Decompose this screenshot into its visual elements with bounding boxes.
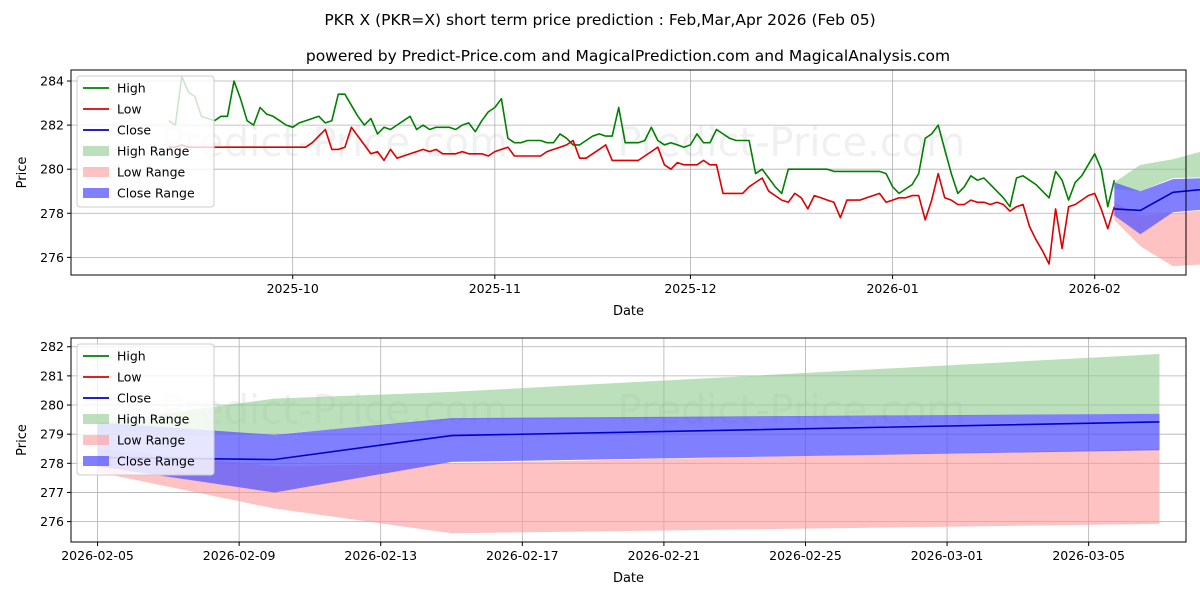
bottom-x-axis-label: Date xyxy=(613,571,644,586)
top-legend-high-label: High xyxy=(117,81,146,96)
bottom-legend-close-label: Close xyxy=(117,391,151,406)
top-x-tick-label: 2025-10 xyxy=(267,281,319,296)
top-plot-frame xyxy=(70,69,1187,276)
bottom-x-tick-label: 2026-03-01 xyxy=(911,548,984,563)
bottom-y-tick-label: 281 xyxy=(40,368,64,383)
top-y-tick-label: 282 xyxy=(40,118,64,133)
chart-subtitle: powered by Predict-Price.com and Magical… xyxy=(306,47,950,65)
bottom-legend-low-label: Low xyxy=(117,370,142,385)
top-y-axis-label: Price xyxy=(15,157,30,189)
top-x-tick-label: 2026-02 xyxy=(1069,281,1121,296)
top-legend-close-range-swatch xyxy=(83,188,109,198)
bottom-x-tick-label: 2026-03-05 xyxy=(1052,548,1125,563)
bottom-y-axis-label: Price xyxy=(15,424,30,456)
bottom-x-tick-label: 2026-02-25 xyxy=(769,548,842,563)
bottom-legend-low-range-label: Low Range xyxy=(117,433,186,448)
top-y-tick-label: 278 xyxy=(40,206,64,221)
top-watermark: Predict-Price.com xyxy=(617,120,965,166)
bottom-plot-frame xyxy=(70,337,1187,543)
top-high-line xyxy=(168,75,1116,208)
bottom-legend-high-range-swatch xyxy=(83,414,109,424)
top-legend-low-range-swatch xyxy=(83,167,109,177)
bottom-y-tick-label: 280 xyxy=(40,398,64,413)
top-y-tick-label: 280 xyxy=(40,162,64,177)
top-close-line xyxy=(1114,188,1200,212)
bottom-y-tick-label: 282 xyxy=(40,339,64,354)
top-low-line xyxy=(168,126,1116,265)
bottom-y-tick-label: 279 xyxy=(40,427,64,442)
top-legend-close-label: Close xyxy=(117,123,151,138)
chart-title: PKR X (PKR=X) short term price predictio… xyxy=(324,11,875,29)
top-legend-low-range-label: Low Range xyxy=(117,165,186,180)
bottom-close-range-band xyxy=(97,413,1160,493)
top-x-tick-label: 2025-12 xyxy=(664,281,716,296)
bottom-legend-close-range-swatch xyxy=(83,456,109,466)
bottom-y-tick-label: 277 xyxy=(40,485,64,500)
top-panel: Predict-Price.com Predict-Price.com2025-1… xyxy=(15,69,1200,319)
bottom-y-tick-label: 276 xyxy=(40,514,64,529)
bottom-legend-high-range-label: High Range xyxy=(117,412,190,427)
bottom-x-tick-label: 2026-02-05 xyxy=(61,548,134,563)
bottom-panel: Predict-Price.comPredict-Price.com2026-0… xyxy=(15,337,1187,586)
bottom-y-tick-label: 278 xyxy=(40,456,64,471)
top-legend-low-label: Low xyxy=(117,102,142,117)
bottom-x-tick-label: 2026-02-21 xyxy=(628,548,701,563)
bottom-legend-high-label: High xyxy=(117,349,146,364)
bottom-high-range-band xyxy=(97,354,1160,435)
bottom-legend-low-range-swatch xyxy=(83,435,109,445)
top-y-tick-label: 276 xyxy=(40,250,64,265)
bottom-legend-close-range-label: Close Range xyxy=(117,454,195,469)
bottom-x-tick-label: 2026-02-13 xyxy=(344,548,417,563)
top-high-range-band xyxy=(1114,151,1200,192)
top-x-axis-label: Date xyxy=(613,304,644,319)
top-x-tick-label: 2026-01 xyxy=(866,281,918,296)
bottom-legend-box xyxy=(76,343,215,476)
bottom-x-tick-label: 2026-02-17 xyxy=(486,548,559,563)
top-legend-high-range-label: High Range xyxy=(117,144,190,159)
top-legend-close-range-label: Close Range xyxy=(117,186,195,201)
top-legend-box xyxy=(76,75,215,208)
top-x-tick-label: 2025-11 xyxy=(469,281,521,296)
top-legend-high-range-swatch xyxy=(83,146,109,156)
bottom-x-tick-label: 2026-02-09 xyxy=(203,548,276,563)
top-y-tick-label: 284 xyxy=(40,74,64,89)
